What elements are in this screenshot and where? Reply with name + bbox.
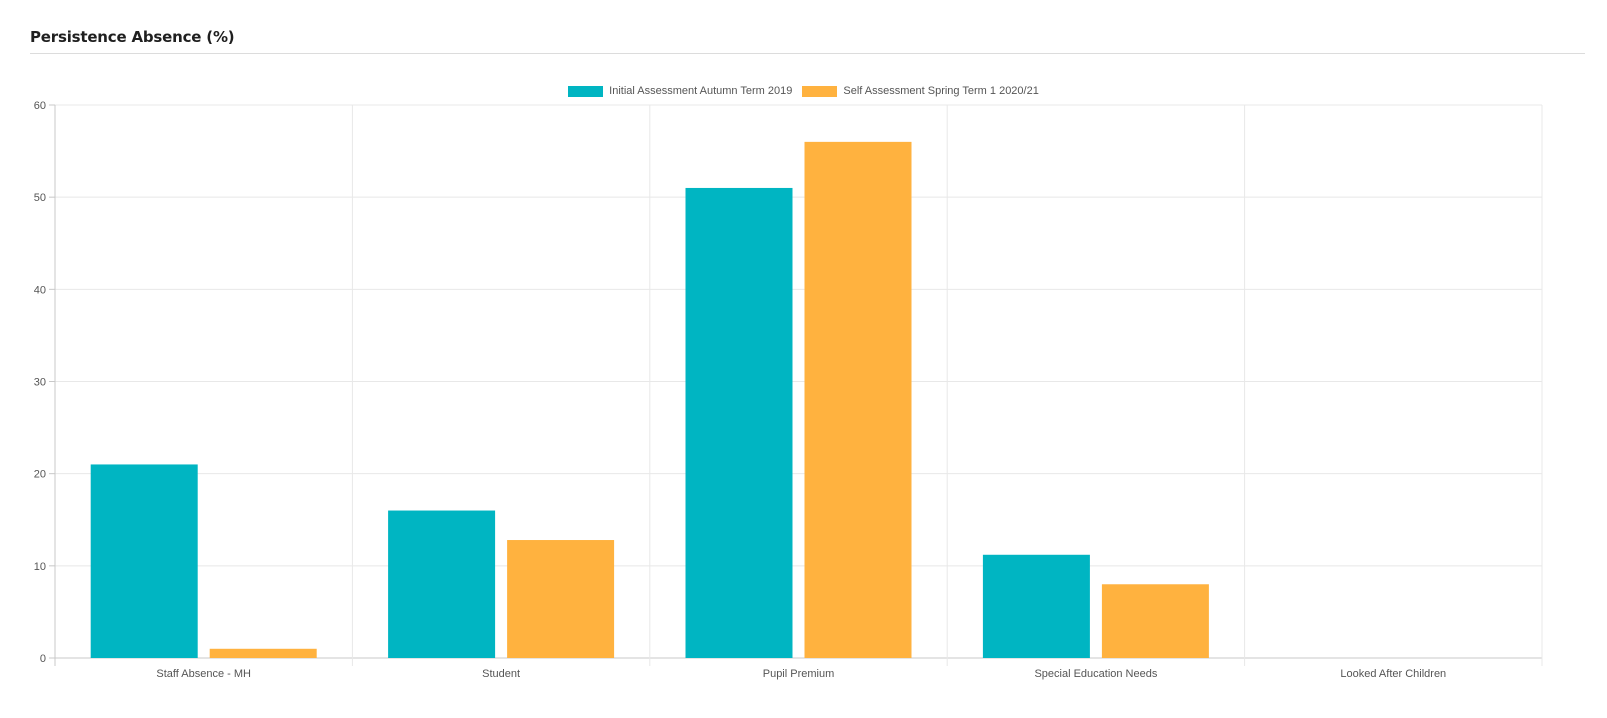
y-tick-label-50: 50	[34, 192, 46, 204]
x-tick-label-5: Looked After Children	[1340, 668, 1446, 680]
y-tick-label-0: 0	[40, 653, 46, 665]
legend-swatch-series-2	[802, 85, 838, 97]
bar-series-2-cat-3	[804, 141, 912, 658]
bar-series-2-cat-1	[209, 648, 317, 658]
bar-series-1-cat-1	[90, 464, 198, 658]
legend-item-series-1[interactable]: Initial Assessment Autumn Term 2019	[568, 85, 792, 97]
y-tick-label-40: 40	[34, 284, 46, 296]
legend-label-series-2: Self Assessment Spring Term 1 2020/21	[843, 85, 1039, 97]
x-tick-label-1: Staff Absence - MH	[156, 668, 251, 680]
bar-series-2-cat-2	[507, 540, 615, 658]
y-tick-label-60: 60	[34, 100, 46, 112]
x-tick-label-3: Pupil Premium	[763, 668, 835, 680]
x-tick-label-2: Student	[482, 668, 520, 680]
bar-series-1-cat-3	[685, 187, 793, 658]
chart-legend: Initial Assessment Autumn Term 2019 Self…	[0, 85, 1607, 97]
bar-series-1-cat-2	[388, 510, 496, 658]
panel-title: Persistence Absence (%)	[30, 28, 235, 46]
y-tick-label-20: 20	[34, 469, 46, 481]
bar-series-2-cat-4	[1101, 584, 1209, 658]
legend-item-series-2[interactable]: Self Assessment Spring Term 1 2020/21	[802, 85, 1039, 97]
legend-label-series-1: Initial Assessment Autumn Term 2019	[609, 85, 793, 97]
bar-series-1-cat-4	[982, 554, 1090, 658]
title-divider	[30, 53, 1585, 54]
legend-swatch-series-1	[568, 85, 604, 97]
x-tick-label-4: Special Education Needs	[1034, 668, 1157, 680]
y-tick-label-30: 30	[34, 377, 46, 389]
y-tick-label-10: 10	[34, 561, 46, 573]
